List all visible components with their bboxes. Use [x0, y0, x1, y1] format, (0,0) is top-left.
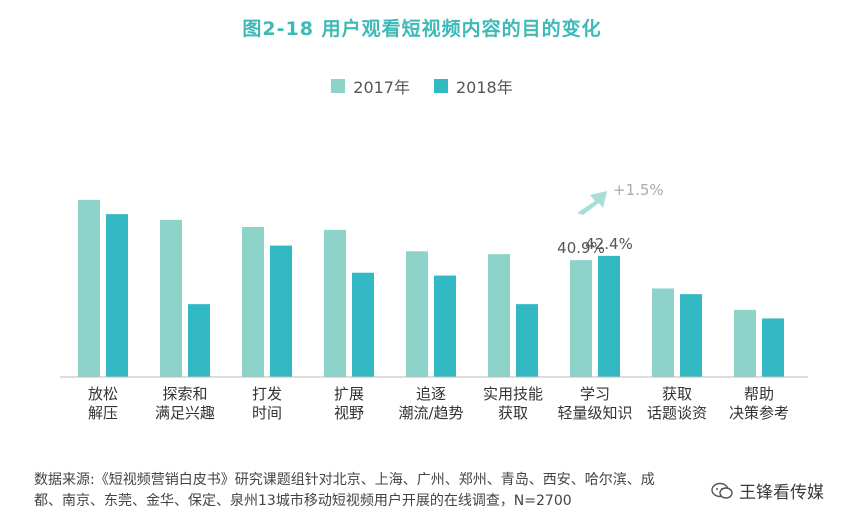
bar-1-1	[188, 304, 210, 377]
bar-0-1	[106, 214, 128, 377]
bar-0-0	[78, 199, 100, 377]
watermark-text: 王锋看传媒	[739, 483, 824, 503]
legend-item-2017: 2017年	[331, 74, 410, 98]
bar-4-1	[434, 275, 456, 377]
chart-legend: 2017年 2018年	[0, 74, 844, 98]
bar-5-1	[516, 304, 538, 377]
bar-2-0	[242, 227, 264, 377]
category-label: 追逐	[416, 385, 446, 403]
bar-7-0	[652, 288, 674, 377]
legend-label-2018: 2018年	[456, 78, 513, 97]
watermark: 王锋看传媒	[711, 478, 824, 503]
bar-3-1	[352, 272, 374, 377]
legend-swatch-2018	[434, 79, 448, 93]
category-label: 放松	[88, 385, 118, 403]
bar-4-0	[406, 251, 428, 377]
wechat-icon	[711, 482, 733, 499]
bar-6-0	[570, 260, 592, 377]
category-label: 视野	[334, 404, 364, 422]
bar-5-0	[488, 254, 510, 377]
category-label: 学习	[580, 385, 610, 403]
bar-chart: 放松解压探索和满足兴趣打发时间扩展视野追逐潮流/趋势实用技能获取学习轻量级知识获…	[60, 181, 808, 422]
category-label: 获取	[662, 385, 692, 403]
category-label: 轻量级知识	[557, 404, 632, 422]
change-label: +1.5%	[613, 181, 664, 199]
bar-8-0	[734, 309, 756, 377]
category-label: 扩展	[334, 385, 364, 403]
category-label: 实用技能	[483, 385, 543, 403]
category-label: 满足兴趣	[155, 404, 215, 422]
category-label: 时间	[252, 404, 282, 422]
category-label: 探索和	[162, 385, 207, 403]
category-label: 话题谈资	[647, 404, 707, 422]
bar-3-0	[324, 229, 346, 377]
category-label: 帮助	[744, 385, 774, 403]
data-label: 42.4%	[585, 235, 633, 253]
category-label: 获取	[498, 404, 528, 422]
category-label: 潮流/趋势	[398, 404, 463, 422]
data-label: 40.9%	[557, 239, 605, 257]
legend-label-2017: 2017年	[353, 78, 410, 97]
bar-8-1	[762, 318, 784, 377]
bar-2-1	[270, 245, 292, 377]
category-label: 决策参考	[729, 404, 789, 422]
legend-swatch-2017	[331, 79, 346, 93]
bar-7-1	[680, 294, 702, 377]
legend-item-2018: 2018年	[434, 74, 513, 98]
category-label: 解压	[88, 404, 118, 422]
category-label: 打发	[252, 385, 282, 403]
bar-1-0	[160, 219, 182, 377]
source-note: 数据来源:《短视频营销白皮书》研究课题组针对北京、上海、广州、郑州、青岛、西安、…	[34, 472, 655, 509]
bar-6-1	[598, 255, 620, 377]
growth-arrow-icon	[577, 191, 607, 215]
chart-title: 图2-18 用户观看短视频内容的目的变化	[242, 18, 602, 40]
